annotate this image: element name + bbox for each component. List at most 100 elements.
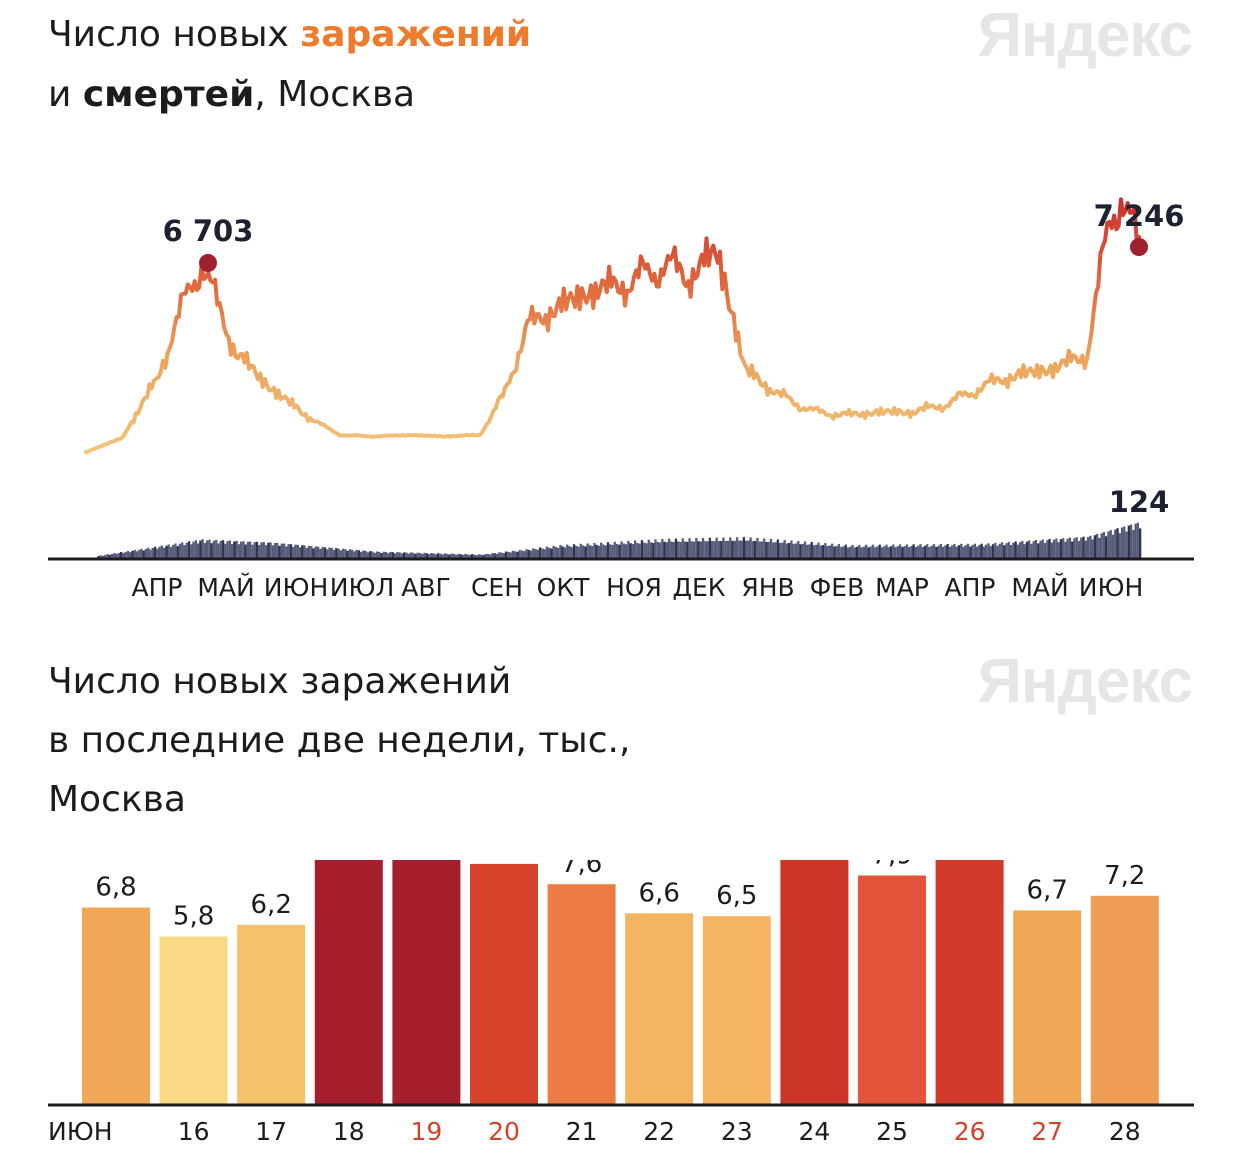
deaths-bar — [942, 546, 945, 559]
deaths-bar — [144, 548, 148, 559]
deaths-bar — [1077, 541, 1081, 559]
deaths-bar — [482, 555, 485, 559]
deaths-bar — [919, 544, 922, 559]
deaths-bar — [799, 544, 802, 559]
deaths-bar — [731, 540, 734, 559]
bar — [1090, 895, 1159, 1105]
deaths-bar — [1012, 542, 1015, 559]
deaths-bar — [480, 554, 483, 559]
bar-value-label: 6,2 — [251, 890, 292, 920]
deaths-bar — [681, 538, 684, 559]
deaths-bar — [228, 540, 231, 559]
deaths-bar — [1134, 523, 1137, 559]
deaths-bar — [176, 546, 179, 559]
deaths-bar — [803, 541, 807, 559]
deaths-bar — [692, 541, 696, 559]
deaths-bar — [538, 547, 542, 559]
deaths-bar — [131, 550, 134, 559]
deaths-bar — [760, 541, 764, 559]
deaths-bar — [398, 552, 401, 559]
deaths-bar — [455, 554, 458, 559]
deaths-bar — [554, 547, 558, 559]
deaths-bar — [400, 553, 404, 559]
bar-value-label: 6,8 — [95, 873, 136, 903]
deaths-bar — [301, 545, 304, 559]
deaths-bar — [450, 553, 453, 559]
deaths-bar — [328, 547, 331, 559]
chart2-title-line1: Число новых заражений — [48, 661, 512, 702]
deaths-bar — [1050, 542, 1053, 559]
deaths-bar — [912, 544, 915, 559]
deaths-bar — [183, 545, 186, 559]
deaths-bar — [781, 542, 784, 559]
deaths-bar — [722, 537, 725, 559]
deaths-bar — [362, 550, 365, 559]
deaths-bar — [212, 540, 216, 559]
deaths-bar — [475, 555, 478, 559]
deaths-bar — [708, 537, 711, 559]
deaths-bar — [593, 543, 596, 559]
deaths-bar — [117, 553, 120, 559]
category-tick-label: 21 — [566, 1117, 598, 1146]
deaths-bar — [185, 542, 188, 559]
deaths-bar — [251, 544, 254, 559]
deaths-bar — [776, 539, 779, 559]
category-tick-label: 16 — [178, 1117, 210, 1146]
chart1-title-line2-bold: смертей — [82, 74, 255, 115]
deaths-bar — [792, 543, 795, 559]
deaths-bar — [206, 540, 209, 559]
deaths-bar — [969, 546, 972, 559]
deaths-bar — [1046, 540, 1049, 559]
deaths-bar — [720, 541, 723, 559]
category-tick-label: 25 — [876, 1117, 908, 1146]
deaths-bar — [914, 547, 918, 559]
deaths-bar — [160, 545, 163, 559]
deaths-bar — [274, 543, 277, 559]
deaths-bar — [194, 540, 197, 559]
deaths-bar — [178, 543, 182, 559]
category-tick-label: 27 — [1031, 1117, 1063, 1146]
deaths-bar — [717, 541, 721, 559]
deaths-bar — [550, 548, 553, 559]
deaths-bar — [973, 543, 976, 559]
deaths-bar — [167, 544, 170, 559]
deaths-bar — [785, 543, 788, 559]
deaths-bar — [366, 552, 370, 559]
deaths-bar — [262, 542, 265, 559]
bar-value-label: 7,9 — [871, 860, 912, 871]
chart1-line-chart: 6 703 7 246 124 АПР МАЙ ИЮН ИЮЛ АВГ СЕН ОКТ НОЯ… — [48, 197, 1194, 602]
deaths-bar — [264, 545, 268, 559]
deaths-bar — [772, 542, 775, 559]
deaths-bar — [534, 549, 537, 559]
deaths-bar — [726, 540, 730, 559]
deaths-bar — [174, 543, 177, 559]
category-tick-label: 26 — [954, 1117, 986, 1146]
deaths-bar — [511, 550, 514, 559]
deaths-bar — [439, 553, 442, 559]
deaths-bar — [679, 541, 682, 559]
deaths-bar — [142, 550, 145, 559]
bar — [470, 863, 538, 1105]
deaths-bar — [138, 549, 141, 559]
deaths-bar — [903, 546, 906, 559]
deaths-bar — [763, 538, 766, 559]
deaths-bar — [609, 544, 612, 559]
deaths-bar — [523, 551, 526, 559]
category-tick-label: 23 — [721, 1117, 753, 1146]
deaths-bar — [341, 548, 345, 559]
deaths-bar — [459, 554, 462, 559]
deaths-bar — [658, 542, 662, 559]
deaths-bar — [378, 551, 381, 559]
deaths-bar — [486, 554, 490, 559]
deaths-bar — [464, 553, 467, 559]
deaths-bar — [452, 554, 456, 559]
deaths-bar — [713, 541, 716, 559]
deaths-bar — [575, 545, 578, 559]
deaths-bar — [581, 545, 585, 559]
bar — [159, 936, 228, 1105]
deaths-bar — [1093, 535, 1096, 559]
deaths-bar — [271, 545, 274, 559]
deaths-bar — [520, 550, 524, 559]
deaths-bar — [219, 540, 222, 559]
bar — [547, 884, 616, 1105]
